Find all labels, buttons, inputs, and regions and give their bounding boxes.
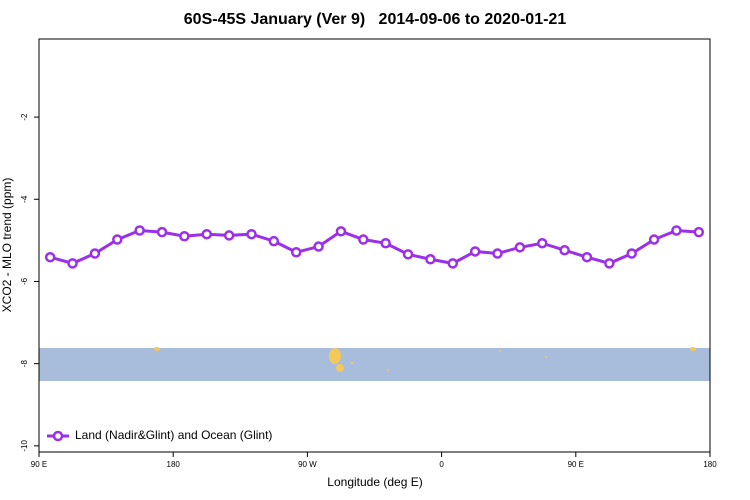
data-point: [447, 258, 459, 269]
data-point: [671, 225, 682, 236]
data-point: [425, 254, 436, 265]
data-point: [313, 241, 324, 252]
data-point: [604, 258, 615, 269]
data-point: [201, 228, 212, 240]
data-point: [44, 251, 56, 263]
legend-marker: [52, 430, 64, 442]
data-point: [358, 234, 369, 245]
x-tick-label: 90 W: [298, 460, 317, 469]
data-point: [67, 258, 78, 269]
data-point: [156, 226, 168, 238]
data-point: [179, 231, 190, 242]
x-tick-label: 90 E: [568, 460, 584, 469]
y-tick-label: -2: [20, 113, 29, 121]
data-point: [380, 237, 391, 249]
data-point: [581, 251, 593, 263]
data-point: [537, 237, 548, 249]
plot-frame: [38, 38, 711, 453]
legend-label: Land (Nadir&Glint) and Ocean (Glint): [75, 428, 272, 442]
x-tick-label: 0: [439, 460, 444, 469]
y-tick-label: -4: [20, 195, 29, 203]
series-line: [49, 228, 699, 265]
x-axis-label: Longitude (deg E): [327, 475, 422, 489]
y-axis-label: XCO2 - MLO trend (ppm): [0, 178, 14, 313]
data-point: [469, 246, 481, 257]
y-tick-label: -8: [20, 360, 29, 368]
data-point: [134, 225, 145, 236]
data-point: [626, 248, 637, 259]
data-point: [268, 235, 280, 247]
x-tick-label: 180: [703, 460, 717, 469]
data-point: [89, 248, 101, 259]
latitude-band: [39, 348, 710, 381]
data-point: [514, 242, 526, 253]
y-tick-label: -10: [20, 440, 29, 452]
data-point: [290, 247, 302, 258]
land: [154, 347, 696, 372]
y-tick-label: -6: [20, 277, 29, 285]
x-tick-label: 90 E: [31, 460, 47, 469]
chart-title: 60S-45S January (Ver 9) 2014-09-06 to 20…: [184, 11, 567, 28]
data-point: [112, 234, 123, 245]
data-point: [223, 230, 235, 241]
data-point: [693, 226, 705, 238]
x-tick-label: 180: [167, 460, 181, 469]
data-point: [402, 249, 414, 260]
data-point: [648, 234, 660, 245]
data-point: [246, 228, 257, 240]
data-point: [335, 226, 347, 237]
data-point: [492, 248, 503, 259]
data-point: [559, 244, 570, 256]
